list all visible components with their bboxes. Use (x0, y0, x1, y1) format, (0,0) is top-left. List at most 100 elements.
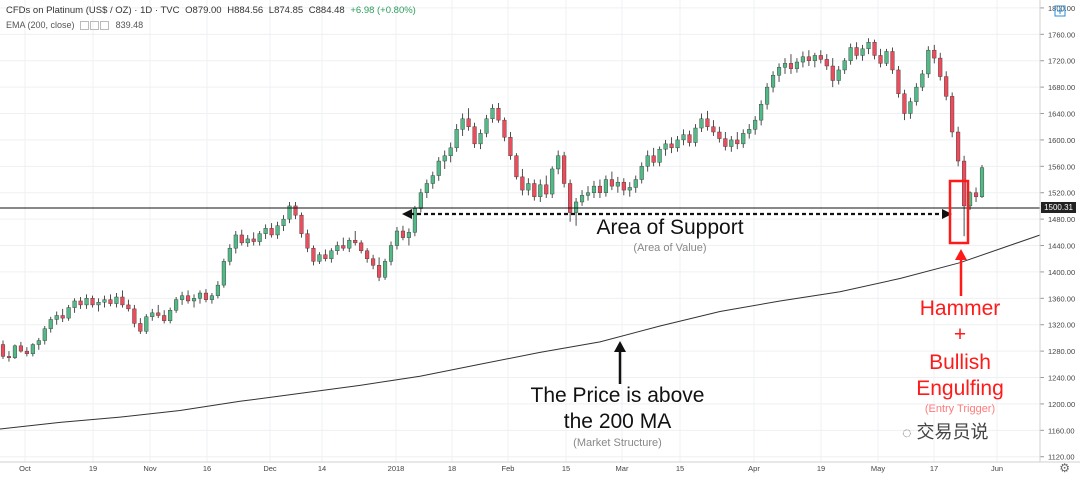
candle-up (144, 316, 149, 332)
candle-down (854, 47, 859, 56)
candle-down (932, 49, 937, 59)
candle-up (275, 225, 280, 236)
close-icon[interactable] (100, 21, 110, 31)
x-tick-label: Mar (616, 464, 629, 473)
candle-down (24, 350, 29, 354)
support-arrow-right-icon (942, 209, 952, 219)
candle-down (705, 118, 710, 127)
eye-icon[interactable] (80, 21, 90, 31)
candle-up (96, 302, 101, 306)
candle-up (538, 184, 543, 197)
candle-up (42, 328, 47, 341)
gear-icon[interactable] (90, 21, 100, 31)
candle-down (830, 65, 835, 81)
candle-down (6, 356, 12, 358)
candle-up (478, 133, 483, 145)
candle-up (227, 247, 232, 262)
close-value: C884.48 (308, 5, 345, 16)
candle-up (574, 201, 579, 213)
candle-up (633, 179, 638, 188)
candle-up (747, 129, 752, 134)
candle-up (615, 181, 620, 187)
candle-down (0, 344, 6, 357)
candle-down (108, 299, 113, 304)
plus-label: + (953, 323, 967, 346)
chart-settings-icon[interactable] (1054, 5, 1066, 17)
wechat-icon: ◌ (902, 425, 912, 442)
candle-down (203, 292, 209, 300)
candle-up (753, 119, 758, 130)
candle-down (568, 183, 573, 213)
candle-up (30, 344, 35, 354)
y-tick-label: 1120.00 (1048, 453, 1075, 462)
indicator-label[interactable]: EMA (200, close) (6, 20, 75, 30)
candle-up (884, 51, 889, 64)
candle-up (914, 86, 919, 102)
candle-up (675, 139, 680, 149)
y-tick-label: 1680.00 (1048, 83, 1075, 92)
candle-up (866, 42, 871, 50)
engulfing-label: Engulfing (916, 377, 1004, 400)
candle-up (257, 233, 262, 242)
candle-up (842, 60, 847, 71)
candle-up (150, 312, 155, 317)
entry-trigger-label: (Entry Trigger) (924, 403, 996, 415)
candle-down (973, 192, 979, 197)
y-tick-label: 1800.00 (1048, 4, 1075, 13)
candle-up (908, 101, 913, 114)
y-axis: 1120.00 1160.00 1200.00 1240.00 1280.00 1320.… (1040, 4, 1075, 462)
candle-up (48, 319, 53, 329)
axis-settings-icon[interactable]: ⚙ (1059, 461, 1070, 475)
open-value: O879.00 (185, 5, 222, 16)
x-tick-label: Jun (991, 464, 1003, 473)
candle-up (836, 69, 841, 81)
y-tick-label: 1240.00 (1048, 374, 1075, 383)
candle-up (281, 218, 286, 226)
candle-down (597, 185, 603, 193)
candle-up (579, 195, 585, 203)
candle-down (305, 233, 310, 249)
x-tick-label: 15 (562, 464, 570, 473)
candle-up (382, 261, 388, 278)
candle-down (502, 119, 507, 138)
candle-down (890, 51, 895, 71)
candle-up (221, 261, 226, 286)
candle-up (556, 155, 561, 170)
candle-up (800, 56, 805, 63)
support-title: Area of Support (596, 216, 744, 239)
candle-down (323, 254, 328, 259)
candle-up (436, 160, 441, 176)
candle-down (293, 205, 298, 216)
candle-down (400, 230, 406, 238)
candle-up (591, 185, 597, 193)
x-tick-label: May (871, 464, 885, 473)
candle-down (508, 137, 513, 156)
ma-line (0, 234, 1041, 430)
candle-down (956, 131, 961, 162)
x-tick-label: Feb (502, 464, 515, 473)
candle-up (72, 300, 77, 308)
candle-up (585, 192, 591, 196)
candle-down (472, 126, 477, 145)
candle-up (657, 148, 662, 163)
y-tick-label: 1440.00 (1048, 242, 1075, 251)
y-tick-label: 1480.00 (1048, 215, 1075, 224)
candle-down (723, 138, 728, 147)
candle-up (287, 205, 292, 220)
candle-down (562, 155, 567, 184)
candle-up (920, 73, 925, 88)
candle-down (132, 308, 137, 324)
candle-up (759, 104, 764, 121)
candle-up (663, 143, 668, 150)
symbol-label[interactable]: CFDs on Platinum (US$ / OZ) · 1D · TVC (6, 5, 180, 16)
y-tick-label: 1160.00 (1048, 426, 1075, 435)
y-tick-label: 1720.00 (1048, 57, 1075, 66)
candle-down (962, 160, 967, 207)
candle-down (311, 247, 316, 262)
ma-title-line1: The Price is above (530, 384, 705, 407)
y-tick-label: 1320.00 (1048, 321, 1075, 330)
x-tick-label: Nov (143, 464, 157, 473)
candle-up (329, 250, 334, 259)
candle-down (251, 238, 256, 242)
